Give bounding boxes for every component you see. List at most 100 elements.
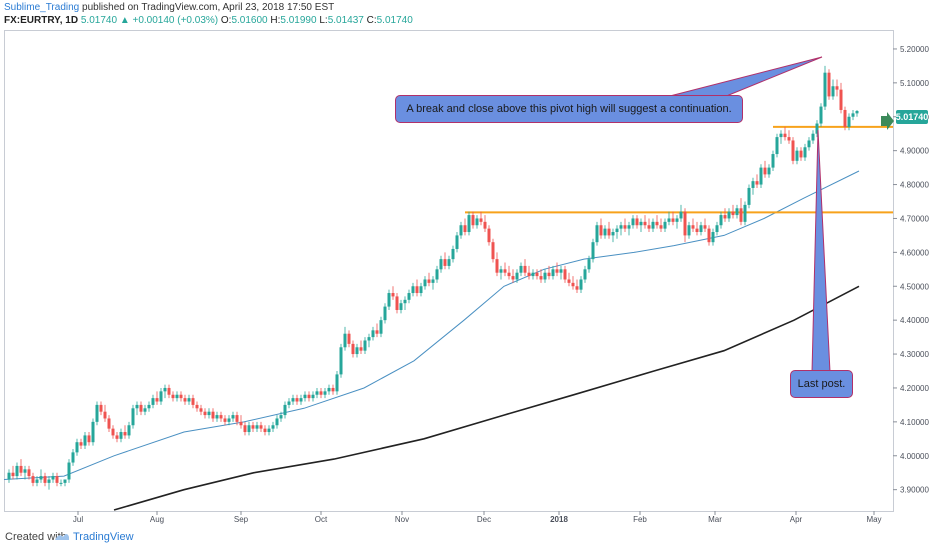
tradingview-brand-link[interactable]: TradingView (73, 531, 134, 543)
candle-down (787, 137, 791, 141)
candle-down (839, 89, 843, 110)
high-label: H: (270, 15, 281, 26)
candle-down (331, 387, 335, 392)
candle-down (307, 394, 311, 399)
candle-down (155, 398, 159, 402)
last-post-callout[interactable]: Last post. (790, 370, 853, 398)
last-post-callout-text: Last post. (797, 378, 846, 390)
symbol-label[interactable]: FX:EURTRY, 1D (4, 15, 79, 26)
candle-up (719, 215, 723, 226)
candle-down (203, 411, 207, 416)
candle-up (159, 391, 163, 402)
candle-down (691, 225, 695, 229)
candle-up (227, 418, 231, 422)
x-tick-label: Apr (790, 515, 803, 524)
candle-up (435, 269, 439, 280)
low-label: L: (319, 15, 328, 26)
candle-up (559, 269, 563, 273)
candle-up (131, 408, 135, 426)
candle-down (495, 259, 499, 273)
candle-down (507, 272, 511, 277)
candle-down (843, 109, 847, 127)
footer: Created with TradingView (0, 527, 932, 550)
last-price: 5.01740 (80, 15, 118, 26)
candle-down (235, 415, 239, 422)
candle-up (403, 299, 407, 304)
candle-up (419, 286, 423, 294)
candle-up (639, 221, 643, 226)
candle-up (175, 394, 179, 399)
candle-down (107, 418, 111, 429)
candle-up (299, 398, 303, 402)
x-tick-label: Feb (633, 515, 647, 524)
candle-up (151, 398, 155, 405)
candle-up (447, 259, 451, 266)
x-tick-label: Aug (150, 515, 164, 524)
candle-up (95, 404, 99, 422)
candle-up (15, 465, 19, 477)
low-value: 5.01437 (327, 15, 364, 26)
candle-down (471, 215, 475, 226)
candle-up (371, 330, 375, 338)
candle-up (215, 415, 219, 419)
candle-up (363, 340, 367, 351)
pivot-callout[interactable]: A break and close above this pivot high … (395, 95, 743, 123)
candle-down (99, 404, 103, 412)
x-tick-label: 2018 (550, 515, 568, 524)
x-tick-label: Oct (315, 515, 328, 524)
candle-up (851, 113, 855, 117)
candle-down (487, 228, 491, 243)
candle-up (759, 167, 763, 185)
chart-area[interactable] (4, 30, 894, 512)
candle-up (515, 272, 519, 280)
candle-down (427, 279, 431, 283)
candle-up (343, 333, 347, 348)
candle-up (771, 154, 775, 168)
candle-down (647, 225, 651, 229)
candle-up (255, 425, 259, 429)
candle-down (263, 428, 267, 433)
candle-down (19, 465, 23, 473)
candle-up (83, 435, 87, 446)
x-tick-label: Mar (708, 515, 722, 524)
candle-up (387, 293, 391, 307)
candle-up (651, 221, 655, 229)
candle-up (23, 469, 27, 473)
x-axis[interactable]: Jul Aug Sep Oct Nov Dec 2018 Feb Mar Apr May (73, 511, 882, 524)
y-tick-label: 4.20000 (900, 384, 929, 393)
candle-up (439, 259, 443, 270)
y-tick-label: 5.10000 (900, 79, 929, 88)
candle-down (375, 330, 379, 334)
ma-fast-line (3, 170, 860, 480)
candle-up (67, 462, 71, 480)
candle-down (739, 208, 743, 222)
candle-up (47, 479, 51, 483)
candle-up (583, 269, 587, 280)
candle-down (655, 221, 659, 226)
candle-up (323, 391, 327, 395)
horizontal-levels[interactable] (465, 125, 893, 214)
pivot-callout-pointer (665, 56, 823, 98)
candle-up (551, 269, 555, 277)
candle-up (747, 187, 751, 205)
publish-info: Sublime_Trading published on TradingView… (4, 2, 334, 13)
tradingview-logo-icon (55, 534, 69, 540)
candle-down (31, 476, 35, 483)
candle-down (79, 442, 83, 446)
candle-up (603, 228, 607, 236)
candle-down (55, 476, 59, 483)
candle-up (811, 133, 815, 141)
candle-up (667, 218, 671, 222)
candle-up (451, 248, 455, 260)
author-link[interactable]: Sublime_Trading (4, 2, 80, 13)
candle-up (855, 110, 859, 114)
candles (7, 65, 859, 490)
candle-down (491, 242, 495, 260)
candle-down (659, 225, 663, 229)
candle-up (543, 272, 547, 280)
candle-up (367, 337, 371, 341)
created-with-text: Created with (5, 531, 67, 543)
y-tick-label: 4.10000 (900, 418, 929, 427)
candle-down (115, 435, 119, 439)
